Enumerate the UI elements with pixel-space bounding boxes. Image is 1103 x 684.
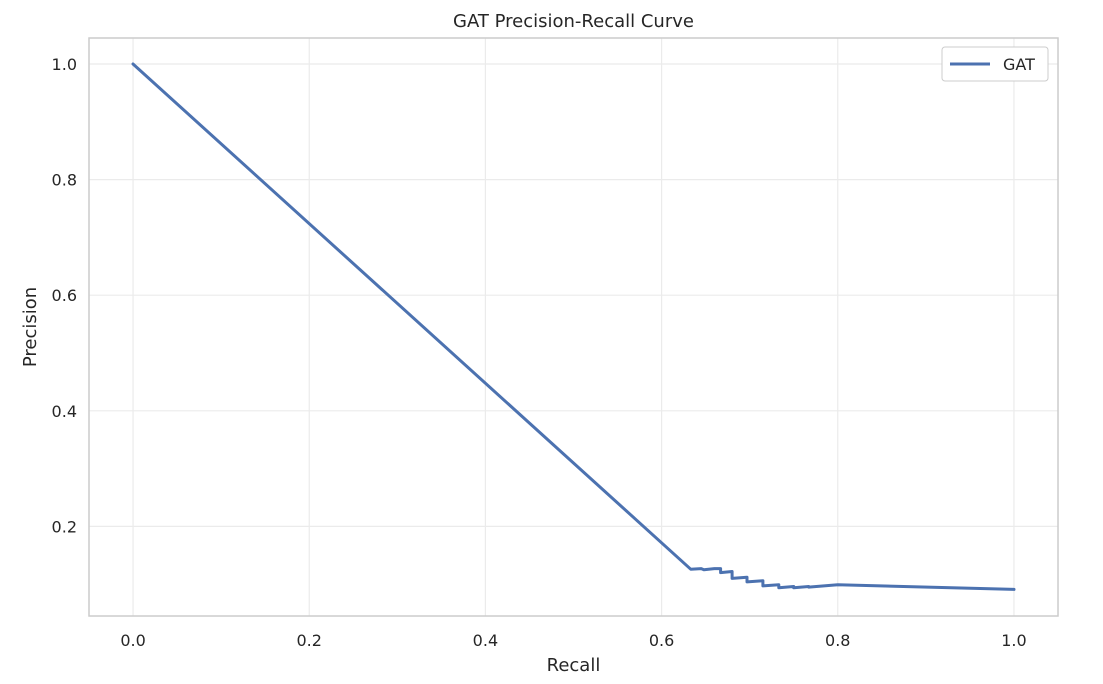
legend-box [941, 46, 1049, 82]
x-tick-label: 0.6 [649, 631, 674, 650]
y-tick-labels: 0.2 0.4 0.6 0.8 1.0 [52, 55, 77, 536]
chart-title: GAT Precision-Recall Curve [453, 11, 694, 32]
x-tick-label: 0.2 [297, 631, 322, 650]
y-tick-label: 0.6 [52, 286, 77, 305]
x-tick-label: 0.4 [473, 631, 498, 650]
series-lines [131, 62, 1016, 591]
x-tick-label: 0.0 [120, 631, 145, 650]
y-tick-label: 1.0 [52, 55, 77, 74]
y-tick-label: 0.2 [52, 517, 77, 536]
y-tick-label: 0.8 [52, 171, 77, 190]
x-tick-label: 0.8 [825, 631, 850, 650]
legend-label-gat: GAT [1003, 55, 1035, 74]
x-tick-labels: 0.0 0.2 0.4 0.6 0.8 1.0 [120, 631, 1026, 650]
plot-frame [88, 37, 1059, 617]
series-line-gat [131, 62, 1016, 591]
legend: GAT [941, 46, 1049, 82]
y-tick-label: 0.4 [52, 402, 77, 421]
x-axis-label: Recall [547, 655, 601, 676]
grid-lines [89, 38, 1058, 616]
x-tick-label: 1.0 [1001, 631, 1026, 650]
y-axis-label: Precision [20, 287, 41, 367]
